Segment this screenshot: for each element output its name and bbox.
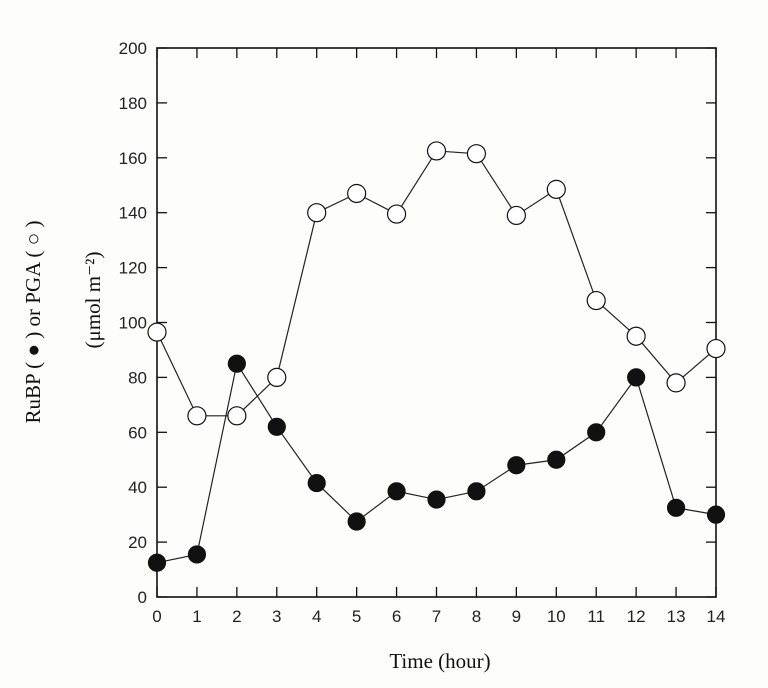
data-point-rubp bbox=[427, 490, 446, 509]
y-tick-label: 40 bbox=[128, 478, 147, 497]
data-point-pga bbox=[466, 144, 487, 164]
x-tick-label: 14 bbox=[707, 607, 726, 626]
data-point-pga bbox=[506, 205, 526, 226]
x-axis-label: Time (hour) bbox=[389, 649, 490, 673]
y-tick-label: 140 bbox=[119, 204, 147, 223]
data-point-rubp bbox=[387, 482, 406, 501]
y-tick-label: 160 bbox=[119, 149, 147, 168]
x-tick-label: 7 bbox=[432, 607, 441, 626]
data-point-rubp bbox=[706, 505, 726, 524]
data-point-rubp bbox=[666, 498, 686, 517]
x-tick-label: 8 bbox=[472, 607, 481, 626]
x-tick-label: 9 bbox=[512, 607, 521, 626]
data-point-pga bbox=[546, 179, 566, 199]
y-tick-label: 60 bbox=[128, 423, 147, 442]
data-point-rubp bbox=[267, 417, 286, 436]
data-point-pga bbox=[706, 338, 726, 359]
data-point-pga bbox=[267, 367, 287, 387]
data-point-rubp bbox=[347, 512, 366, 531]
data-point-pga bbox=[626, 326, 646, 346]
data-point-pga bbox=[147, 322, 167, 342]
x-tick-label: 4 bbox=[312, 607, 321, 626]
y-axis-label-line2: (μmol m⁻²) bbox=[81, 252, 105, 349]
y-axis-label-line1: RuBP ( ● ) or PGA ( ○ ) bbox=[21, 220, 45, 423]
data-point-pga bbox=[307, 203, 327, 223]
data-point-rubp bbox=[467, 482, 486, 501]
data-point-rubp bbox=[507, 456, 526, 475]
y-tick-label: 200 bbox=[119, 39, 147, 58]
data-point-pga bbox=[227, 406, 247, 426]
data-point-pga bbox=[386, 204, 407, 224]
x-tick-label: 13 bbox=[667, 607, 686, 626]
data-point-pga bbox=[426, 141, 447, 161]
y-tick-label: 120 bbox=[119, 259, 147, 278]
data-point-rubp bbox=[227, 354, 246, 373]
x-tick-label: 2 bbox=[232, 607, 241, 626]
y-tick-label: 100 bbox=[119, 314, 147, 333]
y-tick-label: 20 bbox=[128, 533, 147, 552]
x-tick-label: 11 bbox=[587, 607, 605, 626]
x-tick-label: 3 bbox=[272, 607, 281, 626]
x-tick-label: 5 bbox=[352, 607, 361, 626]
x-tick-label: 1 bbox=[192, 607, 201, 626]
x-tick-label: 10 bbox=[547, 607, 566, 626]
y-tick-label: 0 bbox=[138, 588, 147, 607]
y-tick-label: 180 bbox=[119, 94, 147, 113]
series-line-rubp bbox=[156, 362, 717, 564]
data-point-rubp bbox=[147, 553, 167, 572]
x-tick-label: 0 bbox=[152, 607, 161, 626]
data-point-rubp bbox=[307, 473, 326, 493]
data-point-rubp bbox=[187, 545, 207, 564]
data-point-pga bbox=[187, 406, 207, 426]
data-point-rubp bbox=[587, 423, 606, 442]
y-tick-label: 80 bbox=[128, 368, 147, 387]
x-tick-label: 12 bbox=[627, 607, 646, 626]
data-point-rubp bbox=[627, 368, 646, 387]
data-point-pga bbox=[586, 290, 606, 311]
data-point-rubp bbox=[547, 450, 566, 469]
x-tick-label: 6 bbox=[392, 607, 401, 626]
plot-frame bbox=[156, 47, 717, 598]
data-point-pga bbox=[347, 183, 367, 204]
data-point-pga bbox=[666, 373, 686, 393]
